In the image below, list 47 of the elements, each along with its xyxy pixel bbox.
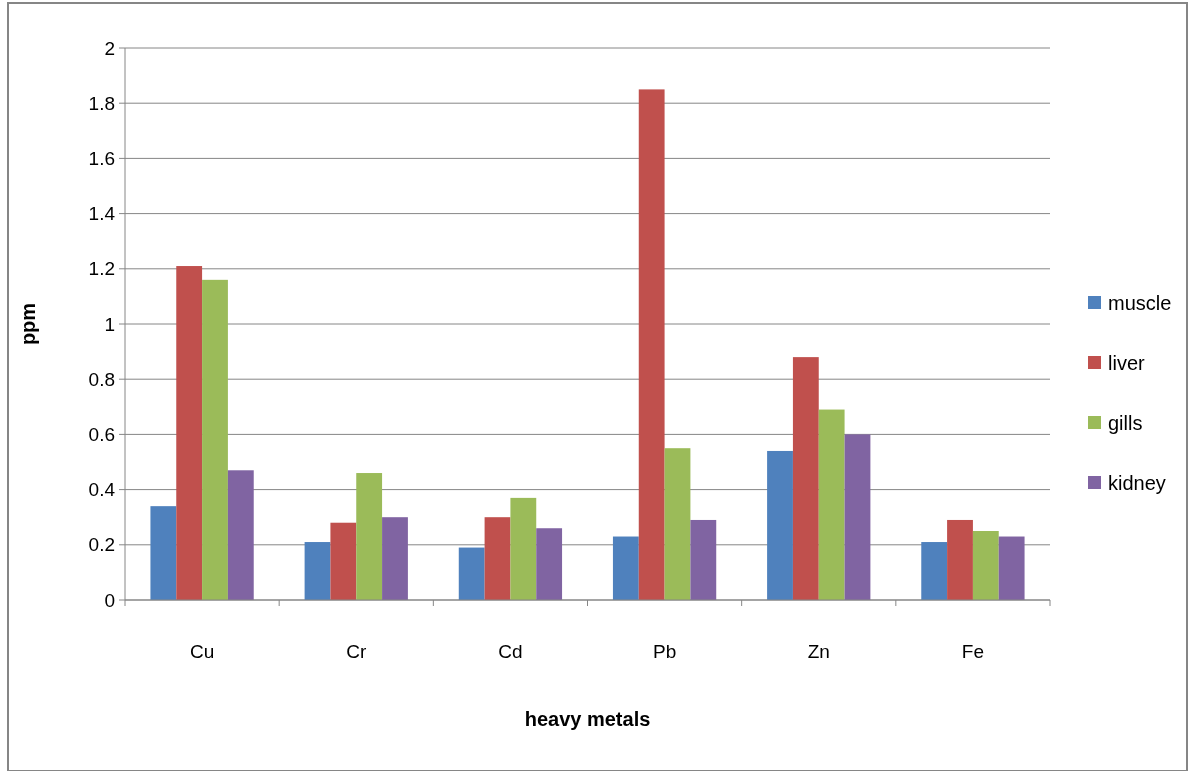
y-tick-label: 0.6 xyxy=(88,424,115,446)
x-axis-title: heavy metals xyxy=(524,708,651,730)
x-tick-label: Cd xyxy=(498,641,523,662)
bar xyxy=(304,542,331,600)
legend-label: muscle xyxy=(1108,292,1172,314)
x-tick-label: Zn xyxy=(807,641,830,662)
bar xyxy=(972,531,999,600)
y-tick-label: 0.2 xyxy=(88,534,115,556)
y-axis-title: ppm xyxy=(17,302,39,346)
y-tick-label: 1 xyxy=(104,313,115,335)
bar xyxy=(382,517,408,600)
bar xyxy=(767,450,793,600)
bar xyxy=(998,536,1025,600)
bar xyxy=(510,497,537,600)
y-tick-label: 0 xyxy=(104,589,115,611)
x-tick-label: Cr xyxy=(346,641,367,662)
bar xyxy=(484,517,511,600)
bar xyxy=(818,409,845,600)
bar xyxy=(227,470,254,600)
legend-label: gills xyxy=(1108,412,1143,434)
bar xyxy=(150,506,177,600)
bar xyxy=(176,266,203,600)
bar xyxy=(690,519,717,600)
bar xyxy=(921,542,948,600)
bar xyxy=(638,89,665,600)
bar xyxy=(792,357,819,600)
bar xyxy=(330,522,357,600)
y-tick-label: 0.4 xyxy=(88,479,116,501)
legend-label: kidney xyxy=(1108,472,1166,494)
y-tick-label: 1.6 xyxy=(88,148,115,170)
y-tick-label: 1.2 xyxy=(88,258,115,280)
bar xyxy=(947,519,973,600)
bar xyxy=(356,473,383,600)
x-tick-label: Fe xyxy=(961,641,985,662)
bar xyxy=(202,279,228,600)
x-tick-label: Pb xyxy=(652,641,677,662)
y-tick-label: 1.4 xyxy=(88,203,116,225)
bar xyxy=(844,434,871,600)
bar xyxy=(458,547,485,600)
x-tick-label: Cu xyxy=(189,641,215,662)
y-tick-label: 1.8 xyxy=(88,92,115,114)
bar xyxy=(612,536,639,600)
bar xyxy=(536,528,563,600)
legend-label: liver xyxy=(1108,352,1146,374)
y-tick-label: 0.8 xyxy=(88,368,115,390)
bar xyxy=(664,448,691,600)
y-tick-label: 2 xyxy=(104,37,115,59)
